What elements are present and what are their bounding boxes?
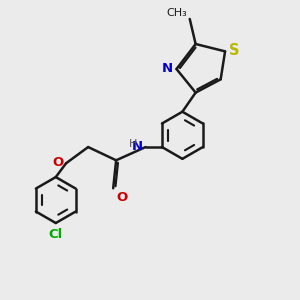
Text: H: H <box>128 139 137 148</box>
Text: CH₃: CH₃ <box>166 8 187 17</box>
Text: O: O <box>117 190 128 204</box>
Text: O: O <box>52 156 64 169</box>
Text: N: N <box>132 140 143 153</box>
Text: N: N <box>162 62 173 75</box>
Text: Cl: Cl <box>49 228 63 241</box>
Text: S: S <box>229 43 240 58</box>
